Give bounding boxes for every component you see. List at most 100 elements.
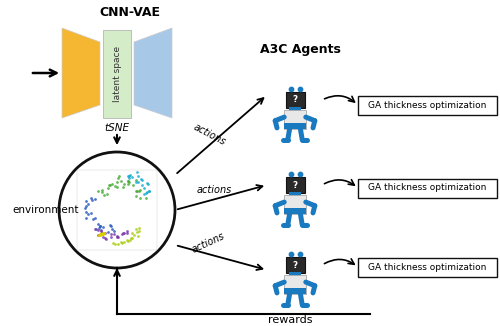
Text: GA thickness optimization: GA thickness optimization [368, 100, 486, 110]
Point [146, 188, 154, 193]
Point [136, 229, 143, 234]
Polygon shape [62, 28, 100, 118]
Point [132, 180, 140, 185]
Point [96, 223, 104, 229]
FancyBboxPatch shape [284, 208, 306, 214]
Text: rewards: rewards [268, 315, 312, 325]
FancyBboxPatch shape [284, 275, 306, 294]
Point [134, 179, 142, 185]
Point [89, 216, 97, 221]
Point [82, 209, 90, 215]
Point [136, 187, 144, 192]
Point [102, 235, 110, 240]
Text: latent space: latent space [112, 46, 122, 102]
Point [100, 235, 108, 240]
Point [133, 170, 141, 175]
Point [142, 190, 150, 196]
Text: actions: actions [196, 185, 232, 195]
Point [123, 237, 131, 242]
Point [118, 185, 126, 190]
Point [128, 235, 136, 240]
Point [84, 201, 92, 206]
Point [126, 238, 134, 243]
Point [144, 182, 152, 187]
FancyBboxPatch shape [358, 258, 496, 276]
Point [96, 223, 104, 229]
Point [95, 225, 103, 230]
Point [124, 238, 132, 243]
Point [98, 228, 106, 233]
Point [114, 235, 122, 240]
Point [94, 188, 102, 193]
Point [102, 237, 110, 242]
FancyBboxPatch shape [358, 179, 496, 198]
Point [96, 232, 104, 237]
Text: ?: ? [292, 181, 298, 189]
Point [118, 232, 126, 237]
Point [104, 186, 112, 191]
Text: GA thickness optimization: GA thickness optimization [368, 184, 486, 192]
Point [91, 215, 99, 221]
Point [134, 174, 141, 179]
Point [82, 203, 90, 209]
FancyBboxPatch shape [284, 195, 306, 214]
Point [106, 222, 114, 227]
Point [95, 232, 103, 238]
Point [98, 230, 106, 236]
FancyBboxPatch shape [288, 107, 302, 111]
Point [118, 178, 126, 184]
Point [124, 173, 132, 179]
Point [108, 182, 116, 187]
Point [100, 231, 108, 236]
Point [124, 179, 132, 184]
Point [145, 189, 153, 194]
FancyBboxPatch shape [284, 124, 306, 129]
Point [114, 176, 122, 181]
Point [118, 240, 126, 245]
Point [114, 241, 122, 246]
Point [98, 229, 106, 234]
Point [114, 173, 122, 178]
Point [125, 175, 133, 180]
Point [98, 224, 106, 230]
Point [107, 223, 115, 228]
Text: actions: actions [192, 122, 228, 148]
Polygon shape [134, 28, 172, 118]
Point [111, 184, 119, 189]
Point [119, 230, 127, 236]
Text: GA thickness optimization: GA thickness optimization [368, 262, 486, 272]
Point [142, 189, 150, 194]
FancyBboxPatch shape [284, 289, 306, 294]
Point [88, 197, 96, 202]
Point [106, 234, 114, 239]
Point [135, 189, 143, 194]
Point [94, 232, 102, 237]
Point [97, 231, 105, 237]
Point [98, 231, 106, 236]
Point [130, 183, 138, 188]
Point [134, 234, 141, 239]
Point [113, 233, 121, 239]
Point [111, 241, 119, 246]
Point [132, 188, 140, 194]
FancyBboxPatch shape [286, 92, 304, 108]
Point [98, 231, 106, 236]
Point [138, 183, 146, 188]
Point [108, 231, 116, 236]
FancyBboxPatch shape [288, 192, 302, 196]
Point [124, 181, 132, 186]
Point [132, 194, 140, 199]
Point [84, 212, 92, 217]
Point [106, 182, 114, 187]
Point [140, 185, 147, 191]
Point [91, 196, 99, 201]
Point [140, 192, 147, 197]
Point [109, 241, 117, 246]
FancyBboxPatch shape [358, 96, 496, 114]
FancyBboxPatch shape [103, 30, 131, 118]
Point [123, 230, 131, 236]
Point [114, 234, 122, 240]
Point [110, 228, 118, 233]
Text: environment: environment [12, 205, 78, 215]
Point [96, 232, 104, 237]
